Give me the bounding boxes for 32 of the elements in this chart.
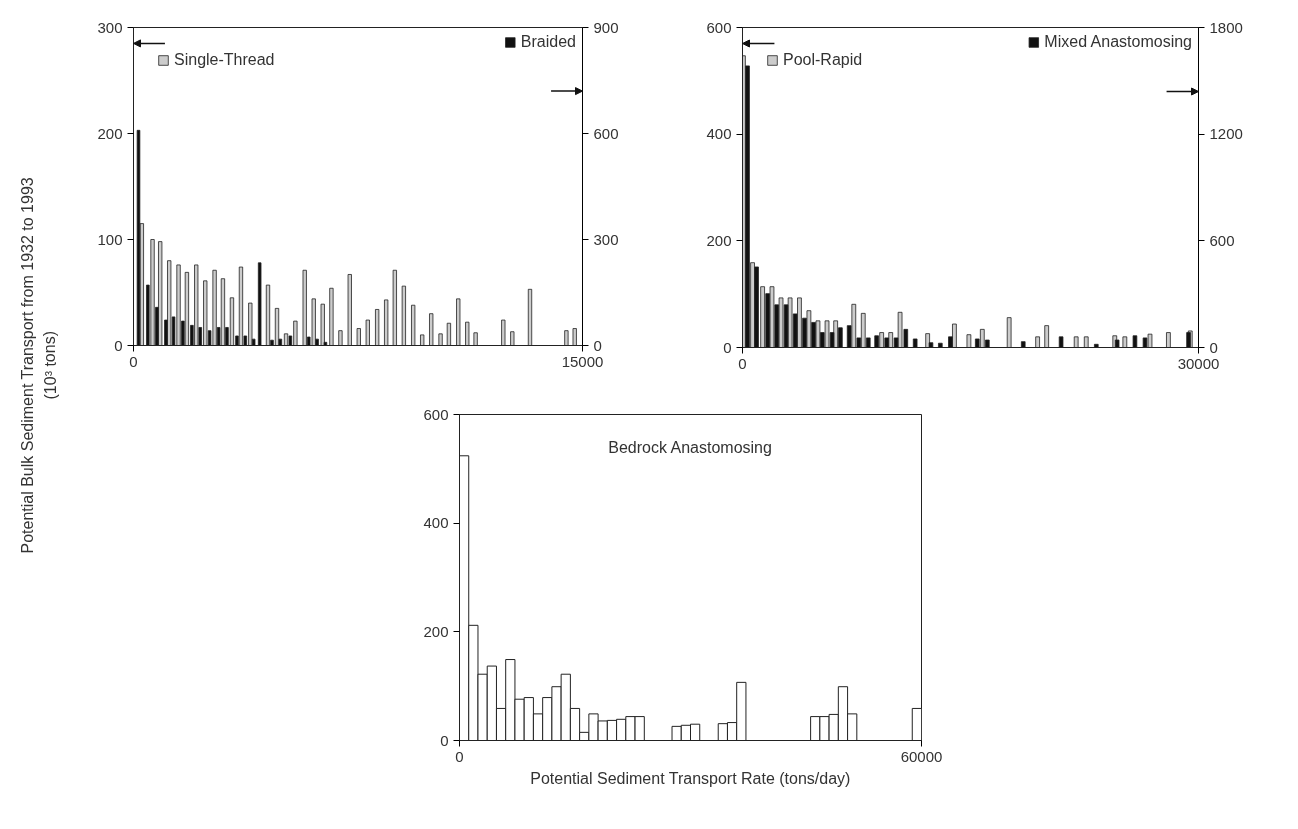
x-tick-label: 60000 [900,747,943,765]
legend-label: Mixed Anastomosing [1044,33,1192,51]
y2-tick-label: 0 [1209,338,1218,356]
y2-tick-label: 1200 [1209,125,1243,143]
y2-tick-label: 600 [593,124,619,142]
y2-tick-label: 0 [593,336,602,354]
y-tick-label: 400 [706,125,732,143]
x-axis-title: Potential Sediment Transport Rate (tons/day) [530,769,851,787]
y-tick-label: 200 [423,622,449,640]
legend-label: Braided [520,33,576,51]
y-tick-label: 200 [706,231,732,249]
y2-tick-label: 300 [593,230,619,248]
y2-tick-label: 600 [1209,231,1235,249]
y-tick-label: 0 [440,731,449,749]
y-tick-label: 600 [423,405,449,423]
y-tick-label: 100 [97,230,123,248]
y-tick-label: 400 [423,514,449,532]
text: Bedrock Anastomosing [608,438,772,456]
x-tick-label: 30000 [1177,354,1220,372]
y2-tick-label: 1800 [1209,18,1243,36]
y-tick-label: 0 [114,336,123,354]
x-tick-label: 15000 [561,352,604,370]
y-axis-title: Potential Bulk Sediment Transport from 1932 to 1993 (10³ tons) [19,177,59,554]
y2-tick-label: 900 [593,18,619,36]
y-tick-label: 200 [97,124,123,142]
y-tick-label: 300 [97,18,123,36]
x-tick-label: 0 [129,352,138,370]
y-tick-label: 0 [723,338,732,356]
x-tick-label: 0 [738,354,747,372]
y-tick-label: 600 [706,18,732,36]
legend-label: Single-Thread [174,51,275,69]
legend-label: Pool-Rapid [783,51,863,69]
